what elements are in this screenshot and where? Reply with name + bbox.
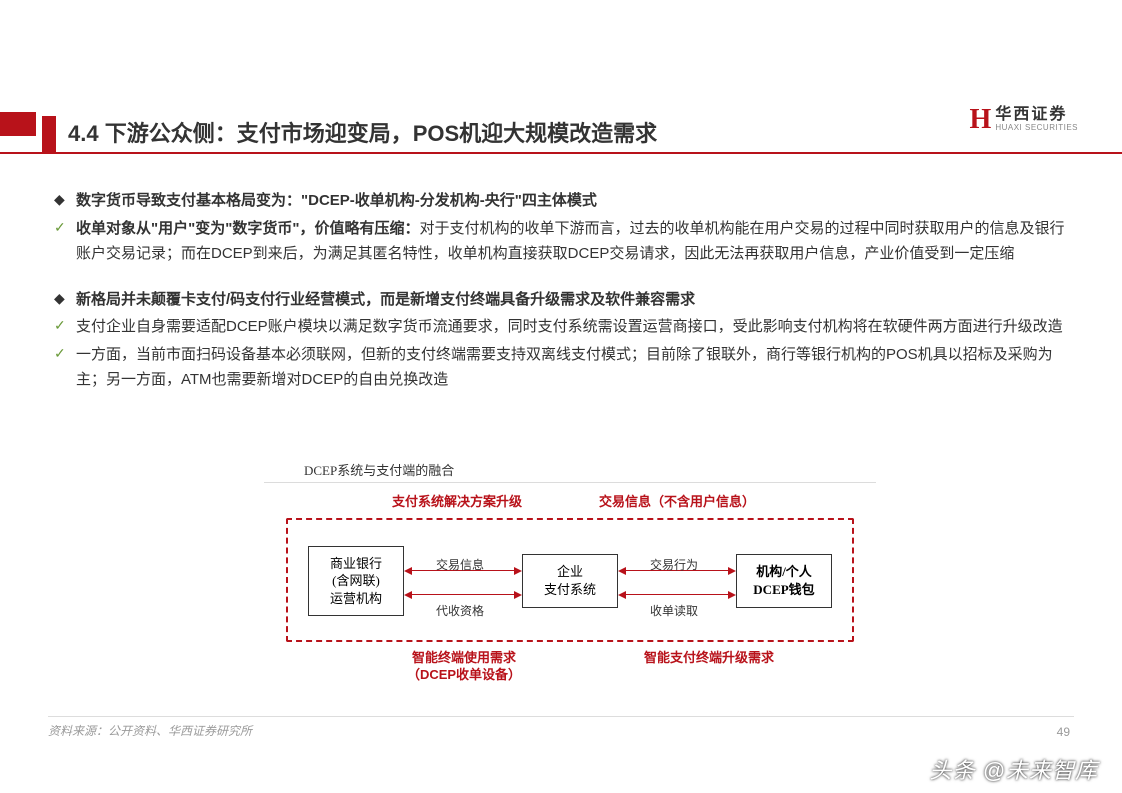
bullet-2-lead: 收单对象从"用户"变为"数字货币"，价值略有压缩： bbox=[76, 220, 419, 237]
bullet-1: ◆ 数字货币导致支付基本格局变为："DCEP-收单机构-分发机构-央行"四主体模… bbox=[54, 188, 1068, 214]
page-number: 49 bbox=[1057, 725, 1070, 739]
diamond-icon: ◆ bbox=[54, 188, 76, 212]
slide: 4.4 下游公众侧：支付市场迎变局，POS机迎大规模改造需求 H 华西证券 HU… bbox=[0, 0, 1122, 793]
bullet-2: ✓ 收单对象从"用户"变为"数字货币"，价值略有压缩：对于支付机构的收单下游而言… bbox=[54, 216, 1068, 267]
source-text: 资料来源：公开资料、华西证券研究所 bbox=[48, 722, 252, 739]
logo-en: HUAXI SECURITIES bbox=[995, 124, 1078, 132]
bullet-3-text: 新格局并未颠覆卡支付/码支付行业经营模式，而是新增支付终端具备升级需求及软件兼容… bbox=[76, 287, 695, 313]
node2-line1: 企业 bbox=[523, 563, 617, 581]
edge2-top-label: 交易行为 bbox=[650, 556, 698, 573]
watermark: 头条 @未来智库 bbox=[930, 753, 1098, 785]
bot-label-1a: 智能终端使用需求 bbox=[374, 650, 554, 667]
edge2-bot-label: 收单读取 bbox=[650, 602, 698, 619]
bot-label-1b: （DCEP收单设备） bbox=[374, 667, 554, 684]
title-underline bbox=[0, 152, 1122, 154]
body-content: ◆ 数字货币导致支付基本格局变为："DCEP-收单机构-分发机构-央行"四主体模… bbox=[54, 188, 1068, 395]
slide-title: 4.4 下游公众侧：支付市场迎变局，POS机迎大规模改造需求 bbox=[68, 116, 657, 148]
check-icon: ✓ bbox=[54, 342, 76, 366]
logo-text: 华西证券 HUAXI SECURITIES bbox=[995, 107, 1078, 132]
edge1-top-label: 交易信息 bbox=[436, 556, 484, 573]
header-accent-bar-2 bbox=[42, 116, 56, 152]
diamond-icon: ◆ bbox=[54, 287, 76, 311]
bullet-4-text: 支付企业自身需要适配DCEP账户模块以满足数字货币流通要求，同时支付系统需设置运… bbox=[76, 314, 1063, 340]
diagram-node-3: 机构/个人 DCEP钱包 bbox=[736, 554, 832, 608]
diagram-node-1: 商业银行 (含网联) 运营机构 bbox=[308, 546, 404, 616]
diagram-title: DCEP系统与支付端的融合 bbox=[304, 460, 454, 479]
brand-logo: H 华西证券 HUAXI SECURITIES bbox=[970, 104, 1078, 136]
node3-line2: DCEP钱包 bbox=[737, 581, 831, 599]
check-icon: ✓ bbox=[54, 314, 76, 338]
logo-cn: 华西证券 bbox=[995, 107, 1078, 124]
node1-line3: 运营机构 bbox=[309, 590, 403, 608]
diagram: DCEP系统与支付端的融合 支付系统解决方案升级 交易信息（不含用户信息） 商业… bbox=[264, 460, 876, 710]
diagram-title-line bbox=[264, 482, 876, 483]
bullet-2-text: 收单对象从"用户"变为"数字货币"，价值略有压缩：对于支付机构的收单下游而言，过… bbox=[76, 216, 1068, 267]
check-icon: ✓ bbox=[54, 216, 76, 240]
node1-line2: (含网联) bbox=[309, 572, 403, 590]
diagram-bottom-label-1: 智能终端使用需求 （DCEP收单设备） bbox=[374, 650, 554, 684]
bullet-5-text: 一方面，当前市面扫码设备基本必须联网，但新的支付终端需要支持双离线支付模式；目前… bbox=[76, 342, 1068, 393]
bullet-1-text: 数字货币导致支付基本格局变为："DCEP-收单机构-分发机构-央行"四主体模式 bbox=[76, 188, 597, 214]
logo-mark: H bbox=[970, 104, 990, 136]
footer-line bbox=[48, 716, 1074, 717]
node1-line1: 商业银行 bbox=[309, 555, 403, 573]
bullet-3: ◆ 新格局并未颠覆卡支付/码支付行业经营模式，而是新增支付终端具备升级需求及软件… bbox=[54, 287, 1068, 313]
bullet-5: ✓ 一方面，当前市面扫码设备基本必须联网，但新的支付终端需要支持双离线支付模式；… bbox=[54, 342, 1068, 393]
node2-line2: 支付系统 bbox=[523, 581, 617, 599]
diagram-bottom-label-2: 智能支付终端升级需求 bbox=[614, 650, 804, 667]
edge1-bot-label: 代收资格 bbox=[436, 602, 484, 619]
diagram-top-label-1: 支付系统解决方案升级 bbox=[388, 494, 526, 510]
diagram-top-label-2: 交易信息（不含用户信息） bbox=[592, 494, 762, 510]
node3-line1: 机构/个人 bbox=[737, 563, 831, 581]
header-accent-bar bbox=[0, 112, 36, 136]
diagram-node-2: 企业 支付系统 bbox=[522, 554, 618, 608]
bullet-4: ✓ 支付企业自身需要适配DCEP账户模块以满足数字货币流通要求，同时支付系统需设… bbox=[54, 314, 1068, 340]
